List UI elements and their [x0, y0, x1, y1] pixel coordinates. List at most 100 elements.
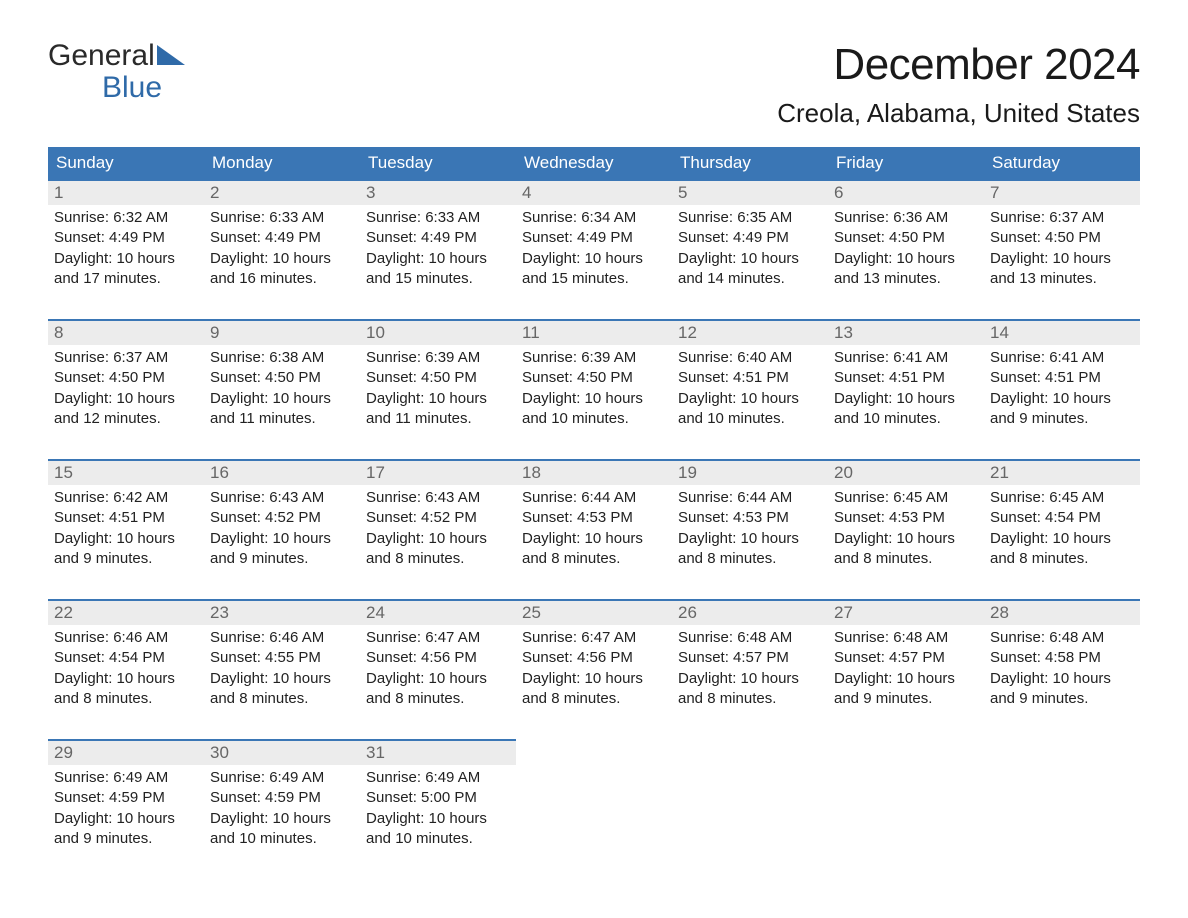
day-number: 22 — [48, 599, 204, 625]
day-content: Sunrise: 6:36 AMSunset: 4:50 PMDaylight:… — [828, 208, 984, 295]
sunset-line: Sunset: 4:49 PM — [522, 228, 666, 248]
sunset-line: Sunset: 4:49 PM — [678, 228, 822, 248]
calendar-table: SundayMondayTuesdayWednesdayThursdayFrid… — [48, 147, 1140, 879]
daylight-line-2: and 10 minutes. — [210, 829, 354, 849]
day-header: Thursday — [672, 147, 828, 179]
calendar-cell: 14Sunrise: 6:41 AMSunset: 4:51 PMDayligh… — [984, 319, 1140, 459]
sunset-line: Sunset: 4:56 PM — [366, 648, 510, 668]
sunrise-line: Sunrise: 6:36 AM — [834, 208, 978, 228]
day-content: Sunrise: 6:44 AMSunset: 4:53 PMDaylight:… — [516, 488, 672, 575]
sunrise-line: Sunrise: 6:34 AM — [522, 208, 666, 228]
daylight-line-1: Daylight: 10 hours — [54, 389, 198, 409]
sunrise-line: Sunrise: 6:33 AM — [366, 208, 510, 228]
day-content: Sunrise: 6:48 AMSunset: 4:57 PMDaylight:… — [828, 628, 984, 715]
daylight-line-2: and 8 minutes. — [54, 689, 198, 709]
day-number: 1 — [48, 179, 204, 205]
daylight-line-2: and 9 minutes. — [54, 549, 198, 569]
daylight-line-1: Daylight: 10 hours — [210, 529, 354, 549]
sunset-line: Sunset: 4:58 PM — [990, 648, 1134, 668]
sunrise-line: Sunrise: 6:40 AM — [678, 348, 822, 368]
daylight-line-2: and 10 minutes. — [522, 409, 666, 429]
day-content: Sunrise: 6:44 AMSunset: 4:53 PMDaylight:… — [672, 488, 828, 575]
daylight-line-2: and 10 minutes. — [366, 829, 510, 849]
daylight-line-2: and 15 minutes. — [522, 269, 666, 289]
calendar-cell — [516, 739, 672, 879]
daylight-line-2: and 8 minutes. — [834, 549, 978, 569]
day-content: Sunrise: 6:43 AMSunset: 4:52 PMDaylight:… — [360, 488, 516, 575]
sunrise-line: Sunrise: 6:49 AM — [54, 768, 198, 788]
sunset-line: Sunset: 4:56 PM — [522, 648, 666, 668]
daylight-line-1: Daylight: 10 hours — [834, 249, 978, 269]
daylight-line-1: Daylight: 10 hours — [366, 389, 510, 409]
daylight-line-2: and 10 minutes. — [834, 409, 978, 429]
day-number: 6 — [828, 179, 984, 205]
daylight-line-2: and 9 minutes. — [54, 829, 198, 849]
calendar-cell: 7Sunrise: 6:37 AMSunset: 4:50 PMDaylight… — [984, 179, 1140, 319]
sunset-line: Sunset: 4:52 PM — [210, 508, 354, 528]
calendar-cell: 3Sunrise: 6:33 AMSunset: 4:49 PMDaylight… — [360, 179, 516, 319]
daylight-line-1: Daylight: 10 hours — [990, 529, 1134, 549]
sunset-line: Sunset: 4:50 PM — [522, 368, 666, 388]
day-number: 19 — [672, 459, 828, 485]
day-content: Sunrise: 6:37 AMSunset: 4:50 PMDaylight:… — [48, 348, 204, 435]
calendar-cell: 28Sunrise: 6:48 AMSunset: 4:58 PMDayligh… — [984, 599, 1140, 739]
day-number: 17 — [360, 459, 516, 485]
daylight-line-1: Daylight: 10 hours — [678, 249, 822, 269]
daylight-line-2: and 8 minutes. — [522, 689, 666, 709]
sunset-line: Sunset: 4:53 PM — [522, 508, 666, 528]
day-header: Wednesday — [516, 147, 672, 179]
sunrise-line: Sunrise: 6:33 AM — [210, 208, 354, 228]
daylight-line-1: Daylight: 10 hours — [990, 669, 1134, 689]
daylight-line-1: Daylight: 10 hours — [366, 669, 510, 689]
daylight-line-2: and 8 minutes. — [678, 689, 822, 709]
sunset-line: Sunset: 4:49 PM — [54, 228, 198, 248]
daylight-line-1: Daylight: 10 hours — [54, 249, 198, 269]
day-number: 21 — [984, 459, 1140, 485]
daylight-line-2: and 8 minutes. — [210, 689, 354, 709]
daylight-line-2: and 14 minutes. — [678, 269, 822, 289]
month-title: December 2024 — [777, 40, 1140, 90]
day-content: Sunrise: 6:35 AMSunset: 4:49 PMDaylight:… — [672, 208, 828, 295]
day-number: 24 — [360, 599, 516, 625]
sunset-line: Sunset: 4:53 PM — [834, 508, 978, 528]
day-content: Sunrise: 6:46 AMSunset: 4:55 PMDaylight:… — [204, 628, 360, 715]
daylight-line-1: Daylight: 10 hours — [522, 389, 666, 409]
calendar-cell: 23Sunrise: 6:46 AMSunset: 4:55 PMDayligh… — [204, 599, 360, 739]
sunrise-line: Sunrise: 6:48 AM — [990, 628, 1134, 648]
sunset-line: Sunset: 4:55 PM — [210, 648, 354, 668]
calendar-cell: 2Sunrise: 6:33 AMSunset: 4:49 PMDaylight… — [204, 179, 360, 319]
daylight-line-1: Daylight: 10 hours — [678, 669, 822, 689]
sunrise-line: Sunrise: 6:32 AM — [54, 208, 198, 228]
daylight-line-2: and 9 minutes. — [834, 689, 978, 709]
sunrise-line: Sunrise: 6:41 AM — [834, 348, 978, 368]
day-number: 14 — [984, 319, 1140, 345]
day-content: Sunrise: 6:43 AMSunset: 4:52 PMDaylight:… — [204, 488, 360, 575]
day-number: 16 — [204, 459, 360, 485]
title-block: December 2024 Creola, Alabama, United St… — [777, 40, 1140, 129]
sunrise-line: Sunrise: 6:38 AM — [210, 348, 354, 368]
sunrise-line: Sunrise: 6:39 AM — [366, 348, 510, 368]
sunset-line: Sunset: 4:51 PM — [834, 368, 978, 388]
sunset-line: Sunset: 4:57 PM — [678, 648, 822, 668]
sunset-line: Sunset: 4:57 PM — [834, 648, 978, 668]
day-content: Sunrise: 6:34 AMSunset: 4:49 PMDaylight:… — [516, 208, 672, 295]
calendar-cell: 13Sunrise: 6:41 AMSunset: 4:51 PMDayligh… — [828, 319, 984, 459]
day-content: Sunrise: 6:33 AMSunset: 4:49 PMDaylight:… — [204, 208, 360, 295]
daylight-line-2: and 9 minutes. — [210, 549, 354, 569]
sunrise-line: Sunrise: 6:48 AM — [678, 628, 822, 648]
daylight-line-2: and 9 minutes. — [990, 409, 1134, 429]
daylight-line-1: Daylight: 10 hours — [54, 529, 198, 549]
daylight-line-1: Daylight: 10 hours — [522, 529, 666, 549]
day-content: Sunrise: 6:45 AMSunset: 4:53 PMDaylight:… — [828, 488, 984, 575]
daylight-line-2: and 12 minutes. — [54, 409, 198, 429]
day-header: Tuesday — [360, 147, 516, 179]
daylight-line-1: Daylight: 10 hours — [990, 389, 1134, 409]
daylight-line-1: Daylight: 10 hours — [210, 669, 354, 689]
day-content: Sunrise: 6:42 AMSunset: 4:51 PMDaylight:… — [48, 488, 204, 575]
calendar-cell: 26Sunrise: 6:48 AMSunset: 4:57 PMDayligh… — [672, 599, 828, 739]
day-content: Sunrise: 6:49 AMSunset: 5:00 PMDaylight:… — [360, 768, 516, 855]
sunset-line: Sunset: 4:50 PM — [834, 228, 978, 248]
daylight-line-1: Daylight: 10 hours — [54, 809, 198, 829]
daylight-line-2: and 8 minutes. — [366, 689, 510, 709]
sunset-line: Sunset: 4:51 PM — [678, 368, 822, 388]
